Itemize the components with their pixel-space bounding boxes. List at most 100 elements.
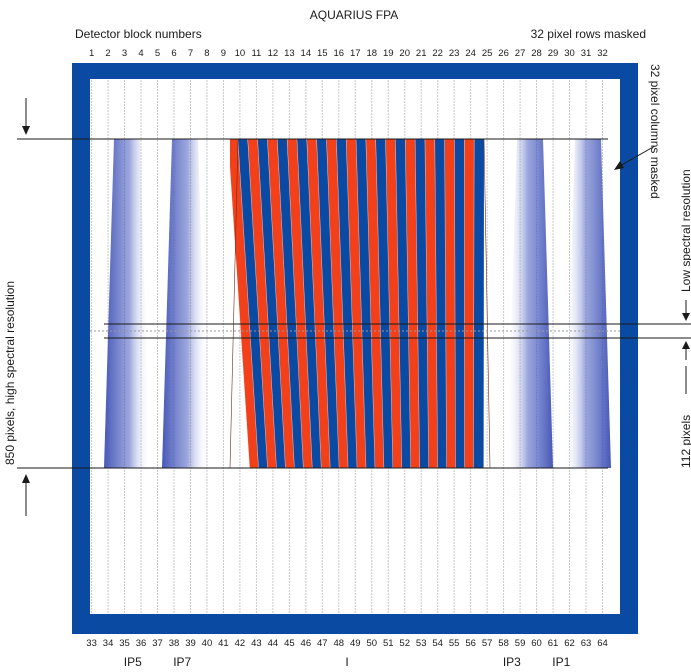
bottom-block-number: 34 [103,638,114,649]
bottom-block-number: 50 [366,638,377,649]
bottom-block-number: 55 [449,638,460,649]
fan-stripe-edge [355,139,367,468]
bottom-block-numbers: 33 34 35 36 37 38 39 40 41 42 43 44 45 46 47 48 49 50 51 52… [86,638,607,649]
top-block-number: 14 [301,48,312,59]
fan-stripe [385,139,404,468]
top-block-number: 7 [188,48,193,59]
top-block-number: 20 [399,48,410,59]
top-block-number: 25 [482,48,493,59]
fan-stripe-edge [296,139,313,468]
masked-columns-label: 32 pixel columns masked [648,64,662,199]
mask-pointer-arrow [614,145,656,170]
bottom-block-number: 49 [350,638,361,649]
fan-stripe-edge [424,139,429,468]
bottom-block-number: 45 [284,638,295,649]
bottom-block-number: 35 [119,638,130,649]
fan-stripe-edge [473,139,475,468]
top-block-number: 10 [235,48,246,59]
fan-stripe-edge [434,139,438,468]
fan-stripe [405,139,421,468]
top-block-number: 29 [548,48,559,59]
fan-stripe-edge [336,139,349,468]
fan-stripe [346,139,368,468]
bottom-block-number: 56 [465,638,476,649]
bottom-block-number: 53 [416,638,427,649]
top-block-number: 12 [268,48,279,59]
fan-stripe-edge [316,139,331,468]
top-block-number: 6 [171,48,176,59]
fan-stripe-edge [365,139,376,468]
bottom-block-number: 60 [531,638,542,649]
fan-stripe-edge [375,139,385,468]
band-ip1 [565,139,611,468]
fan-stripe-edge [286,139,304,468]
bottom-block-number: 42 [235,638,246,649]
bottom-block-number: 64 [597,638,608,649]
ip-bands [104,139,611,468]
center-stripe-fan [230,139,484,468]
bottom-block-number: 46 [301,638,312,649]
top-block-number: 5 [155,48,160,59]
fan-stripe [237,139,269,468]
bottom-block-number: 40 [202,638,213,649]
top-block-number: 23 [449,48,460,59]
detector-block-label: Detector block numbers [75,27,202,41]
top-block-number: 31 [581,48,592,59]
bottom-block-number: 63 [581,638,592,649]
ip-label: I [345,655,348,669]
top-block-number: 26 [498,48,509,59]
fan-stripe [287,139,314,468]
high-res-label: 850 pixels, high spectral resolution [3,281,17,465]
top-block-number: 15 [317,48,328,59]
top-block-number: 9 [221,48,226,59]
bottom-block-number: 33 [86,638,97,649]
band-ip3 [507,139,553,468]
fan-stripe [277,139,305,468]
ip-label: IP7 [173,655,191,669]
bottom-block-number: 38 [169,638,180,649]
fan-stripe [464,139,475,468]
fan-stripe-edge [404,139,412,468]
top-block-number: 32 [597,48,608,59]
bottom-block-number: 48 [334,638,345,649]
bottom-block-number: 44 [268,638,279,649]
fan-stripe [365,139,386,468]
fan-stripe-edge [306,139,322,468]
fan-stripe [306,139,332,468]
top-block-number: 24 [465,48,476,59]
fan-stripe [356,139,377,468]
bottom-block-number: 52 [399,638,410,649]
fan-stripe [473,139,484,468]
fan-stripe-edge [345,139,358,468]
top-block-number: 1 [89,48,94,59]
top-block-number: 19 [383,48,394,59]
bottom-block-number: 59 [515,638,526,649]
fan-stripe-edge [237,139,259,468]
fan-stripe [444,139,457,468]
top-block-numbers: 1 2 3 4 5 6 7 8 9 10 11 12 13 14 15 16 17 18 19 20 21 22 23 24 2… [89,48,608,59]
fan-stripe-edge [257,139,277,468]
fan-stripe [247,139,278,468]
top-block-number: 3 [122,48,127,59]
top-block-number: 8 [204,48,209,59]
fan-stripe [267,139,296,468]
band-ip7 [162,139,208,468]
fan-stripe-edge [454,139,456,468]
diagram-title: AQUARIUS FPA [310,8,398,22]
masked-rows-label: 32 pixel rows masked [531,27,646,41]
fan-stripe-edge [326,139,340,468]
top-block-number: 2 [105,48,110,59]
ip-label: IP1 [552,655,570,669]
bottom-block-number: 51 [383,638,394,649]
bottom-block-number: 61 [548,638,559,649]
bottom-block-number: 37 [152,638,163,649]
bottom-block-number: 36 [136,638,147,649]
left-top-arrow [22,98,30,135]
bottom-block-number: 57 [482,638,493,649]
top-block-number: 27 [515,48,526,59]
fan-stripe [434,139,448,468]
ip-labels: IP5 IP7 I IP3 IP1 [124,655,571,669]
fan-stripe-edge [414,139,420,468]
fan-stripe-edge [444,139,447,468]
